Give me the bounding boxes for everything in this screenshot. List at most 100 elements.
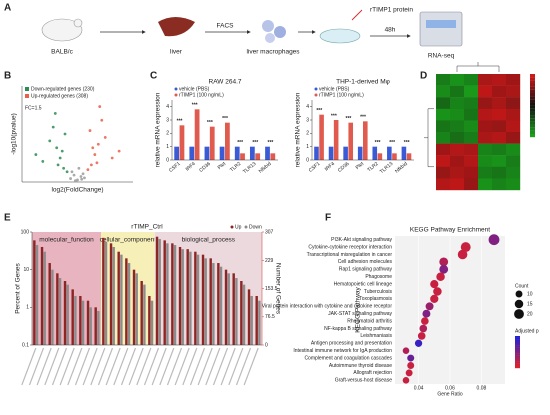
colorbar-step xyxy=(530,118,535,122)
heatmap-cell xyxy=(478,166,493,179)
panel-label: B xyxy=(4,71,11,82)
point xyxy=(100,118,104,122)
colorbar-step xyxy=(515,339,520,341)
section-label: biological_process xyxy=(182,237,236,244)
x-tick-stub xyxy=(189,347,206,386)
dot xyxy=(402,377,410,384)
dot xyxy=(405,369,413,377)
bar xyxy=(363,121,368,160)
point xyxy=(89,163,93,167)
bar xyxy=(120,254,123,345)
bar xyxy=(89,307,92,345)
bar xyxy=(234,146,240,160)
bar xyxy=(135,273,138,345)
heatmap-cell xyxy=(492,97,507,109)
workflow-label: rTIMP1 protein xyxy=(370,7,413,14)
x-tick-label: IRF4 xyxy=(324,161,336,173)
x-tick-stub xyxy=(205,347,221,386)
bar xyxy=(163,240,166,345)
y-axis-label: -log10(pvalue) xyxy=(11,113,18,155)
colorbar-step xyxy=(530,99,535,103)
heatmap-cell xyxy=(492,178,507,191)
section-label: molecular_function xyxy=(39,237,94,244)
heatmap-cell xyxy=(450,132,465,144)
heatmap-cell xyxy=(478,143,493,156)
significance-label: *** xyxy=(316,108,322,114)
point xyxy=(86,168,90,172)
legend-label: 10 xyxy=(527,291,533,297)
bar xyxy=(209,126,215,160)
x-tick-stub xyxy=(59,347,75,386)
x-tick-stub xyxy=(212,347,229,386)
colorbar-step xyxy=(515,344,520,346)
heatmap-cell xyxy=(464,85,479,98)
y-tick-label: 3 xyxy=(306,117,309,123)
x-tick-label: TLR13 xyxy=(379,161,395,175)
dot xyxy=(439,264,449,274)
bar xyxy=(171,243,174,345)
bar xyxy=(150,300,154,345)
bar xyxy=(240,153,245,160)
y2-tick-label: 153.5 xyxy=(265,286,278,292)
cell-icon xyxy=(262,20,274,32)
colorbar-step xyxy=(530,105,535,109)
x-tick-stub xyxy=(113,347,129,386)
heatmap-cell xyxy=(506,178,521,191)
y2-tick-label: 229 xyxy=(265,258,274,264)
colorbar-step xyxy=(530,92,535,97)
bar xyxy=(196,254,200,345)
dot xyxy=(457,249,468,260)
y-axis-label: Percent of Genes xyxy=(15,262,22,313)
x-tick-label: TLR2 xyxy=(229,161,242,174)
y-tick-label: 2 xyxy=(166,131,169,137)
heatmap-cell xyxy=(506,132,521,144)
heatmap-cell xyxy=(492,132,507,144)
x-tick-stub xyxy=(90,347,106,386)
y-tick-label: Allograft rejection xyxy=(353,370,392,376)
x-tick-stub xyxy=(143,347,160,386)
colorbar-step xyxy=(515,348,520,351)
x-tick-label: CSF1 xyxy=(308,161,322,174)
heatmap-cell xyxy=(506,155,521,167)
point xyxy=(91,146,95,150)
legend-swatch xyxy=(230,225,234,229)
heatmap-cell xyxy=(506,120,521,133)
y-axis-label: KEGG Pathway xyxy=(355,286,362,332)
bar xyxy=(179,125,185,160)
bar xyxy=(219,266,223,345)
panel-label: D xyxy=(420,71,427,82)
y2-tick-label: 0 xyxy=(265,342,268,348)
colorbar-step xyxy=(530,108,535,112)
dish-icon xyxy=(319,28,361,44)
y-tick-label: Phagosome xyxy=(365,274,392,280)
dot xyxy=(439,257,449,267)
legend-label: vehicle (PBS) xyxy=(319,86,350,92)
x-tick-stub xyxy=(51,347,68,386)
bar xyxy=(328,146,334,160)
heatmap-cell xyxy=(506,166,521,179)
y2-tick-label: 76.5 xyxy=(265,314,275,320)
y2-tick-label: 307 xyxy=(265,229,274,235)
heatmap-cell xyxy=(450,166,465,179)
x-tick-stub xyxy=(243,347,259,386)
bar xyxy=(94,307,97,345)
legend-label: 15 xyxy=(527,301,533,307)
x-tick-label: 0.06 xyxy=(445,385,455,391)
heatmap-cell xyxy=(450,108,465,121)
heatmap-cell xyxy=(492,120,507,133)
legend-swatch xyxy=(174,87,178,91)
y-axis-label: relative mRNA expression xyxy=(155,92,162,167)
heatmap-cell xyxy=(450,155,465,167)
heatmap-cell xyxy=(450,143,465,156)
dot xyxy=(407,354,415,362)
point xyxy=(80,177,84,181)
x-tick-stub xyxy=(67,347,83,386)
bar xyxy=(194,251,197,345)
y-tick-label: Complement and coagulation cascades xyxy=(304,355,392,361)
heatmap-cell xyxy=(492,74,507,86)
bar xyxy=(127,263,131,345)
colorbar-step xyxy=(515,340,520,343)
dendrogram xyxy=(456,62,500,72)
bar xyxy=(186,249,189,345)
legend-dot xyxy=(515,290,523,298)
